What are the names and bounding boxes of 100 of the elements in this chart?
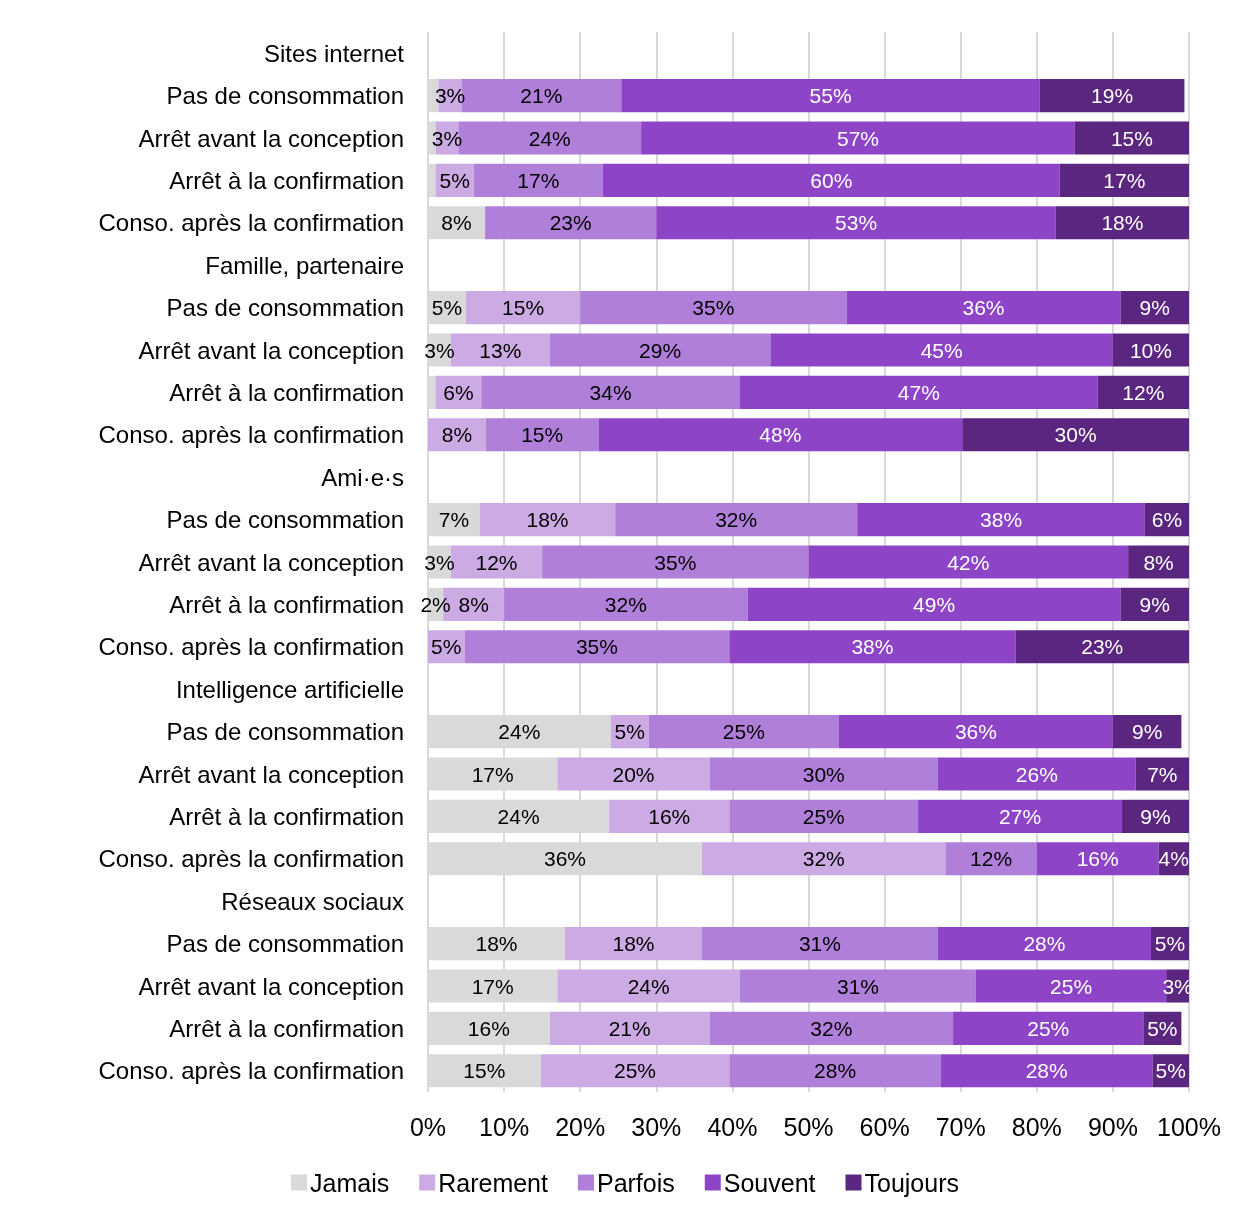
y-tick-label: Réseaux sociaux: [221, 887, 404, 915]
y-tick-label: Arrêt avant la conception: [138, 336, 404, 364]
data-label: 25%: [722, 720, 765, 744]
bar: [740, 969, 976, 1003]
y-tick-label: Arrêt à la confirmation: [169, 1014, 404, 1042]
data-label: 3%: [431, 126, 463, 150]
y-tick-label: Arrêt avant la conception: [138, 124, 404, 152]
x-tick-label: 80%: [1011, 1112, 1062, 1141]
y-tick-label: Arrêt à la confirmation: [169, 378, 404, 406]
bar: [1036, 842, 1159, 876]
data-label: 35%: [692, 296, 735, 320]
y-tick-label: Famille, partenaire: [205, 251, 404, 279]
data-label: 29%: [639, 338, 682, 362]
data-label: 9%: [1139, 592, 1170, 616]
x-tick-label: 20%: [555, 1112, 606, 1141]
data-label: 15%: [521, 423, 564, 447]
data-label: 18%: [475, 932, 518, 956]
data-label: 15%: [463, 1059, 506, 1083]
bar: [464, 630, 730, 664]
data-label: 57%: [836, 126, 879, 150]
data-label: 2%: [420, 592, 451, 616]
data-label: 45%: [920, 338, 963, 362]
x-tick-label: 100%: [1157, 1112, 1221, 1141]
data-label: 17%: [471, 974, 514, 998]
bar: [1055, 206, 1189, 240]
bar: [709, 1011, 954, 1045]
y-tick-label: Ami·e·s: [321, 463, 404, 491]
bar: [747, 587, 1121, 621]
bar: [1074, 121, 1189, 155]
bar: [937, 927, 1151, 961]
legend-label: Toujours: [864, 1168, 959, 1197]
bar: [473, 163, 604, 197]
data-label: 24%: [497, 804, 540, 828]
bar: [1097, 375, 1189, 409]
x-tick-label: 10%: [479, 1112, 530, 1141]
data-label: 47%: [897, 380, 940, 404]
data-label: 7%: [1147, 762, 1178, 786]
data-label: 48%: [759, 423, 802, 447]
data-label: 4%: [1158, 847, 1189, 871]
data-label: 12%: [475, 550, 518, 574]
data-label: 38%: [851, 635, 894, 659]
data-label: 28%: [1023, 932, 1066, 956]
bar: [542, 545, 809, 579]
y-tick-label: Conso. après la confirmation: [98, 209, 404, 237]
data-label: 5%: [431, 635, 462, 659]
data-label: 53%: [835, 211, 878, 235]
data-label: 24%: [528, 126, 571, 150]
legend-label: Souvent: [723, 1168, 816, 1197]
data-label: 10%: [1129, 338, 1172, 362]
bar: [857, 503, 1145, 537]
data-label: 32%: [715, 508, 758, 532]
data-label: 31%: [798, 932, 841, 956]
data-label: 60%: [810, 168, 853, 192]
data-label: 12%: [970, 847, 1013, 871]
data-label: 16%: [467, 1016, 510, 1040]
data-label: 23%: [549, 211, 592, 235]
x-tick-label: 70%: [935, 1112, 986, 1141]
bar: [1039, 79, 1185, 113]
data-label: 3%: [424, 338, 455, 362]
data-label: 30%: [1054, 423, 1097, 447]
y-tick-label: Conso. après la confirmation: [98, 1057, 404, 1085]
data-label: 18%: [1101, 211, 1144, 235]
bar: [564, 927, 702, 961]
bar: [937, 757, 1136, 791]
x-tick-label: 60%: [859, 1112, 910, 1141]
data-label: 6%: [1151, 508, 1183, 532]
bar: [962, 418, 1189, 452]
y-tick-label: Arrêt avant la conception: [138, 760, 404, 788]
bar: [1059, 163, 1189, 197]
data-label: 15%: [1110, 126, 1153, 150]
bar: [481, 375, 741, 409]
bar: [1015, 630, 1189, 664]
legend-label: Parfois: [596, 1168, 675, 1197]
data-label: 35%: [654, 550, 697, 574]
x-tick-label: 90%: [1087, 1112, 1138, 1141]
bar: [940, 1054, 1153, 1088]
data-label: 8%: [441, 423, 473, 447]
bar: [1128, 545, 1189, 579]
data-label: 17%: [471, 762, 514, 786]
bar: [557, 757, 710, 791]
bar: [729, 630, 1016, 664]
bar: [557, 969, 741, 1003]
bar: [729, 799, 919, 833]
y-tick-label: Arrêt à la confirmation: [169, 166, 404, 194]
data-label: 23%: [1081, 635, 1124, 659]
bar: [846, 291, 1121, 325]
data-label: 8%: [458, 592, 489, 616]
y-tick-label: Arrêt avant la conception: [138, 972, 404, 1000]
y-tick-label: Conso. après la confirmation: [98, 845, 404, 873]
bar: [648, 715, 839, 749]
x-tick-label: 50%: [783, 1112, 834, 1141]
bar: [918, 799, 1123, 833]
y-tick-label: Pas de consommation: [166, 930, 404, 958]
data-label: 26%: [1015, 762, 1058, 786]
bar: [701, 842, 946, 876]
bar: [485, 418, 599, 452]
y-tick-label: Conso. après la confirmation: [98, 421, 404, 449]
bar: [953, 1011, 1144, 1045]
data-label: 24%: [498, 720, 541, 744]
data-label: 32%: [802, 847, 845, 871]
